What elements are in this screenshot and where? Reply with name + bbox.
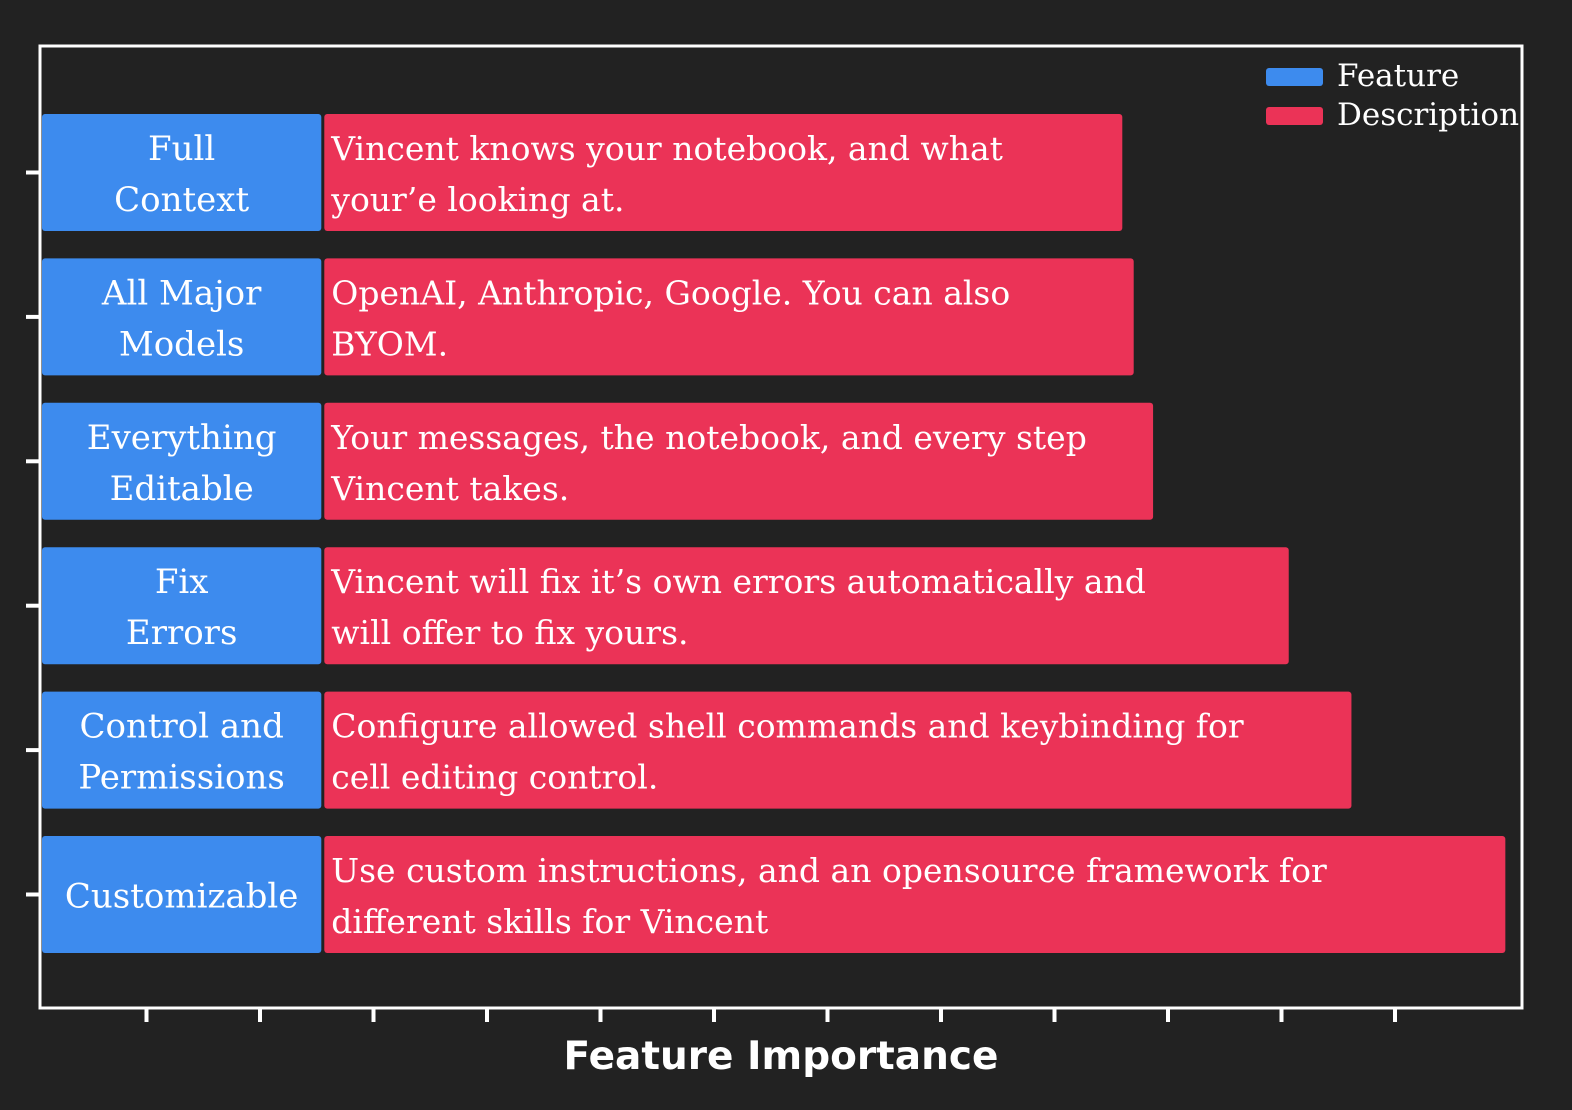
- description-label: Vincent takes.: [330, 469, 569, 508]
- feature-label: All Major: [101, 273, 262, 313]
- feature-bar: [42, 691, 322, 809]
- feature-bar: [42, 258, 322, 376]
- bars-group: Full Context Vincent knows your notebook, …: [42, 114, 1506, 953]
- legend-label-description: Description: [1337, 97, 1519, 133]
- description-label: different skills for Vincent: [331, 902, 768, 941]
- description-label: will offer to fix yours.: [331, 613, 688, 652]
- description-bar: [324, 258, 1134, 376]
- legend-label-feature: Feature: [1337, 58, 1459, 94]
- bar-row: All Major Models OpenAI, Anthropic, Google…: [42, 258, 1134, 376]
- x-ticks: [144, 1008, 1397, 1022]
- description-bar: [324, 114, 1123, 231]
- feature-label: Full: [148, 129, 215, 169]
- feature-label: Fix: [155, 562, 209, 602]
- bar-row: Fix Errors Vincent will fix it’s own error…: [42, 547, 1289, 665]
- legend-swatch-feature: [1266, 68, 1323, 86]
- description-label: Your messages, the notebook, and every s…: [330, 418, 1087, 457]
- y-ticks: [26, 170, 40, 897]
- description-label: Vincent knows your notebook, and what: [330, 129, 1003, 168]
- plot-frame: [38, 44, 1524, 1010]
- feature-bar: [42, 836, 322, 953]
- feature-label: Errors: [126, 613, 238, 653]
- feature-label: Context: [114, 180, 249, 220]
- x-axis-label: Feature Importance: [564, 1034, 999, 1079]
- feature-label: Models: [119, 324, 245, 364]
- description-label: your’e looking at.: [330, 180, 624, 219]
- description-label: Configure allowed shell commands and key…: [331, 707, 1244, 746]
- feature-label: Permissions: [78, 758, 284, 798]
- description-label: Use custom instructions, and an opensour…: [331, 851, 1327, 890]
- legend-swatch-description: [1266, 107, 1323, 125]
- feature-bar: [42, 114, 322, 231]
- description-label: OpenAI, Anthropic, Google. You can also: [331, 273, 1010, 312]
- feature-label: Customizable: [65, 877, 299, 917]
- description-label: cell editing control.: [331, 758, 658, 797]
- description-bar: [324, 836, 1506, 953]
- feature-bar: [42, 402, 322, 520]
- description-bar: [324, 691, 1352, 809]
- feature-bar: [42, 547, 322, 665]
- feature-label: Control and: [79, 707, 283, 747]
- description-bar: [324, 547, 1289, 665]
- bar-row: Control and Permissions Configure allowed …: [42, 691, 1352, 809]
- description-bar: [324, 402, 1154, 520]
- bar-row: Full Context Vincent knows your notebook, …: [42, 114, 1123, 231]
- feature-label: Everything: [87, 418, 277, 458]
- description-label: Vincent will fix it’s own errors automat…: [330, 562, 1146, 601]
- bar-row: Everything Editable Your messages, the not…: [42, 402, 1154, 520]
- description-label: BYOM.: [331, 324, 448, 363]
- bar-row: Customizable Use custom instructions, and…: [42, 836, 1506, 953]
- feature-label: Editable: [110, 469, 254, 509]
